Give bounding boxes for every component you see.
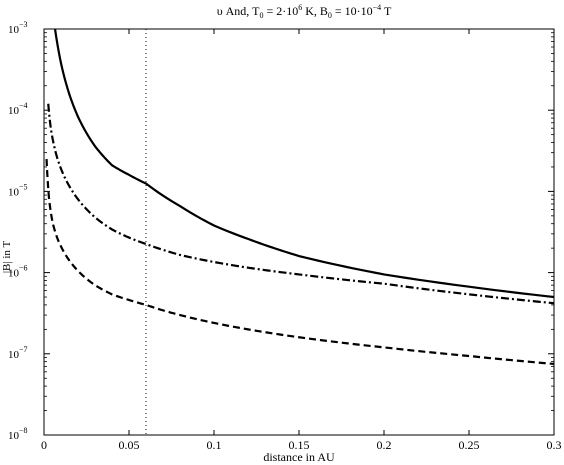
series-line-dashed	[45, 159, 554, 366]
plot-area: 0 0.05 0.1 0.15 0.2 0.25 0.3 10−8 10−7 10−6 10−5 10…	[8, 20, 562, 452]
y-tick-label: 10−4	[8, 101, 28, 117]
y-tick-label: 10−8	[8, 426, 28, 442]
x-axis-label: distance in AU	[263, 450, 335, 464]
y-tick-label: 10−7	[8, 345, 28, 361]
chart-title: υ And, T0 = 2·106 K, B0 = 10·10−4 T	[217, 3, 392, 20]
x-tick-label: 0.25	[459, 438, 480, 452]
y-axis-label: |B| in T	[1, 241, 13, 274]
x-tick-label: 0.3	[547, 438, 562, 452]
y-tick-label: 10−5	[8, 182, 28, 198]
x-tick-label: 0.2	[377, 438, 392, 452]
y-tick-label: 10−3	[8, 20, 28, 36]
x-tick-label: 0	[41, 438, 47, 452]
x-tick-label: 0.1	[207, 438, 222, 452]
series-line-solid	[53, 29, 554, 299]
x-tick-label: 0.15	[289, 438, 310, 452]
axes-frame	[43, 28, 555, 436]
x-tick-label: 0.05	[119, 438, 140, 452]
y-tick-label: 10−6	[8, 264, 28, 280]
series-line-dashdot	[47, 103, 554, 305]
